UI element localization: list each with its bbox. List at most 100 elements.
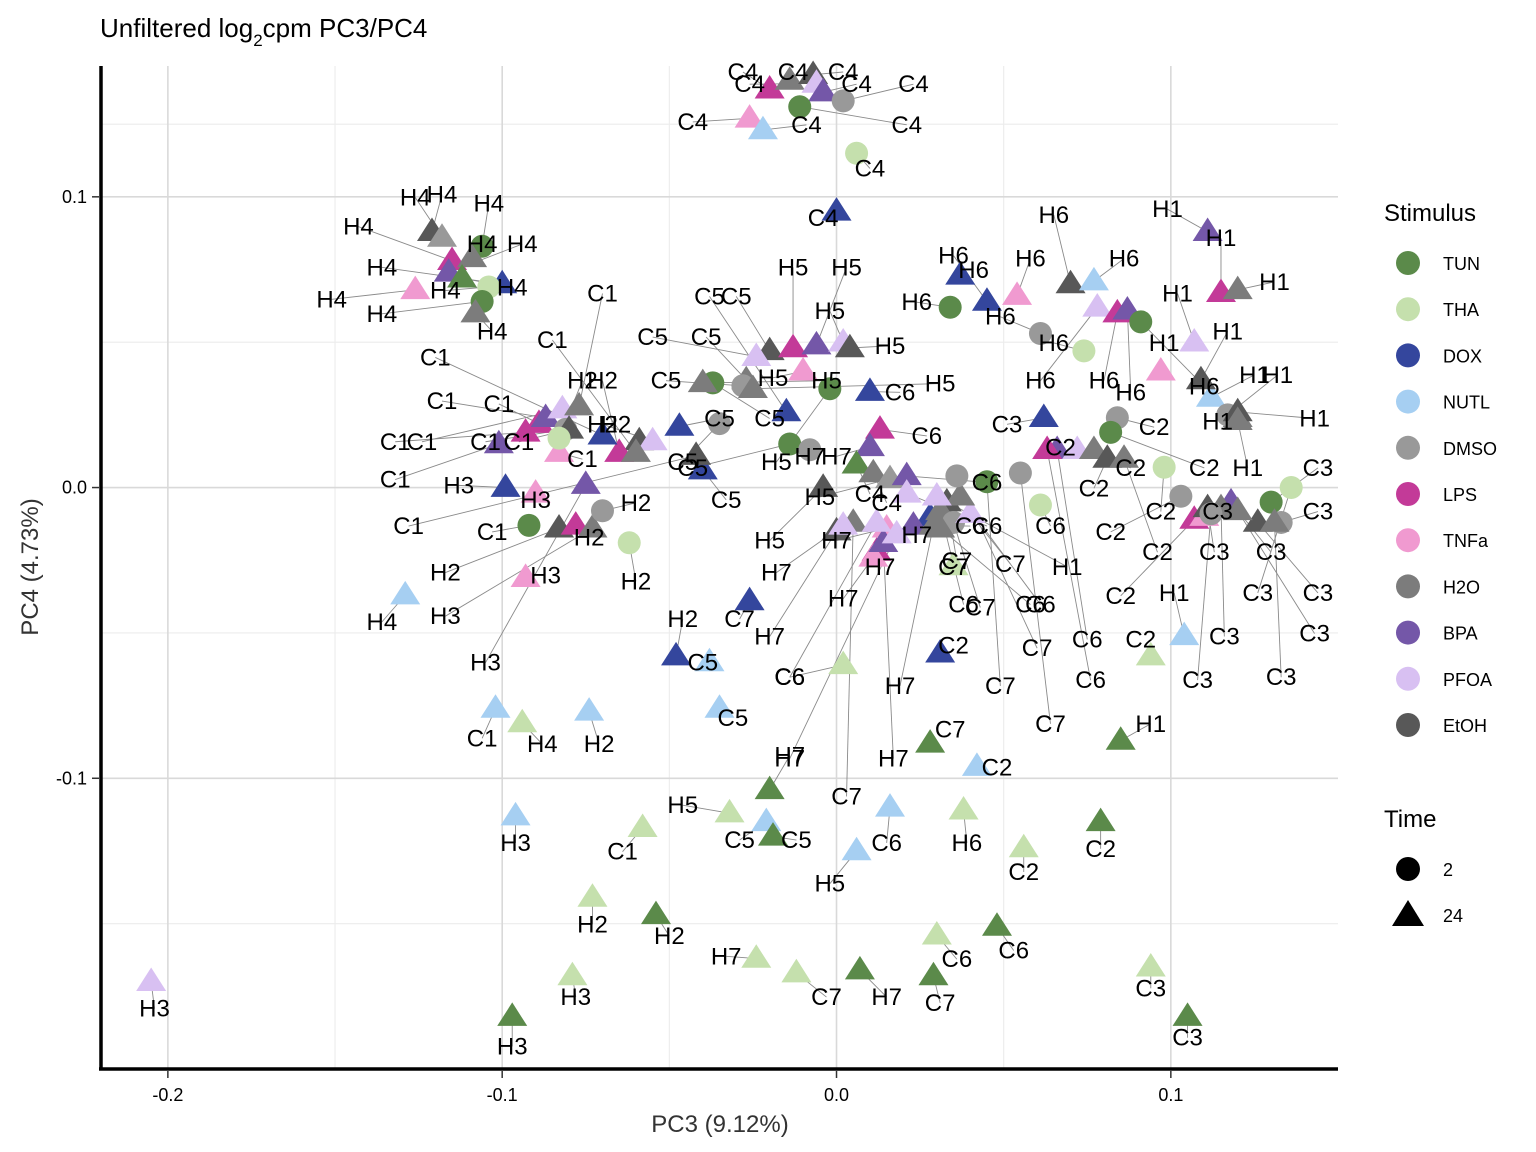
point-label: C5 — [721, 283, 752, 310]
data-point-triangle — [714, 798, 745, 823]
point-label: H4 — [366, 254, 397, 281]
legend-swatch-bpa — [1396, 620, 1420, 645]
data-point-triangle — [841, 836, 872, 861]
label-leader-line — [1123, 458, 1158, 553]
point-label: H4 — [316, 286, 347, 313]
point-label: C1 — [427, 388, 458, 415]
point-label: H5 — [667, 792, 698, 819]
point-label: H3 — [470, 650, 501, 677]
label-leader-line — [939, 527, 1031, 605]
data-point-circle — [517, 513, 541, 537]
data-point-triangle — [915, 729, 946, 753]
point-label: H4 — [400, 185, 431, 212]
point-label: H1 — [1202, 408, 1233, 435]
point-label: H3 — [500, 830, 531, 857]
label-leader-line — [752, 383, 941, 390]
point-label: C5 — [677, 455, 708, 482]
point-label: C5 — [724, 827, 755, 854]
label-leader-line — [1053, 214, 1071, 285]
label-leader-line — [1257, 487, 1292, 594]
data-point-triangle — [497, 1002, 528, 1026]
point-label: C4 — [841, 71, 872, 98]
point-label: C3 — [1303, 580, 1334, 607]
data-point-circle — [1152, 455, 1176, 479]
point-label: H2 — [567, 368, 598, 395]
label-leader-line — [1257, 522, 1319, 594]
point-label: C7 — [925, 990, 956, 1017]
x-tick-label: -0.1 — [487, 1085, 518, 1105]
point-label: C6 — [774, 664, 805, 691]
data-point-triangle — [828, 650, 859, 675]
point-label: C3 — [1209, 624, 1240, 651]
point-label: C7 — [811, 984, 842, 1011]
point-label: C5 — [754, 405, 785, 432]
point-label: C4 — [898, 71, 929, 98]
data-point-triangle — [687, 455, 718, 480]
data-point-triangle — [687, 368, 718, 393]
point-label: H3 — [497, 1033, 528, 1060]
data-point-triangle — [620, 438, 651, 462]
point-label: C7 — [938, 554, 969, 581]
point-label: H1 — [1135, 711, 1166, 738]
point-label: H4 — [467, 231, 498, 258]
data-point-triangle — [891, 461, 922, 486]
data-point-triangle — [1085, 807, 1116, 832]
data-point-triangle — [1078, 266, 1109, 291]
point-label: H5 — [758, 365, 789, 392]
data-point-triangle — [921, 921, 952, 945]
point-label: C3 — [1299, 621, 1330, 648]
point-label: C5 — [667, 449, 698, 476]
point-label: H5 — [778, 254, 809, 281]
point-label: H3 — [560, 984, 591, 1011]
legend-swatch-dox — [1396, 343, 1420, 368]
data-point-triangle — [1109, 444, 1140, 468]
point-label: C5 — [704, 405, 735, 432]
y-axis-ticks: -0.1 0.0 0.1 — [56, 187, 99, 788]
data-point-triangle — [781, 958, 812, 983]
point-label: C4 — [855, 155, 886, 182]
data-point-triangle — [861, 508, 892, 532]
data-points — [136, 60, 1303, 1026]
y-tick-label: -0.1 — [56, 768, 87, 788]
point-label: C6 — [885, 379, 916, 406]
label-leader-line — [1274, 522, 1282, 678]
point-label: H5 — [831, 254, 862, 281]
data-point-triangle — [1195, 383, 1226, 407]
point-label: H1 — [1206, 225, 1237, 252]
data-point-circle — [617, 531, 641, 555]
point-label: C2 — [1139, 414, 1170, 441]
data-point-triangle — [510, 563, 541, 587]
data-point-circle — [708, 412, 731, 436]
point-label: C1 — [537, 327, 568, 354]
point-label: C6 — [942, 946, 973, 973]
point-label: H6 — [901, 289, 932, 316]
data-point-circle — [945, 464, 969, 488]
legend-swatch-tnfa — [1396, 528, 1420, 553]
label-leader-line — [578, 293, 603, 407]
point-label: C3 — [1172, 1025, 1203, 1052]
point-label: C1 — [420, 344, 451, 371]
point-label: H7 — [821, 528, 852, 555]
data-point-triangle — [483, 429, 514, 454]
label-leader-line — [882, 542, 894, 759]
x-tick-label: -0.2 — [152, 1085, 183, 1105]
point-label: C3 — [1182, 667, 1213, 694]
point-label: C1 — [587, 280, 618, 307]
label-leader-line — [1220, 507, 1225, 637]
point-label: H5 — [875, 333, 906, 360]
data-point-triangle — [734, 104, 765, 128]
data-point-triangle — [808, 77, 839, 102]
x-axis-label: PC3 (9.12%) — [651, 1111, 788, 1138]
label-leader-line — [652, 336, 757, 358]
data-point-triangle — [587, 420, 618, 445]
data-point-triangle — [694, 647, 725, 672]
label-leader-line — [789, 522, 878, 678]
label-leader-line — [799, 106, 907, 126]
data-point-triangle — [741, 944, 772, 968]
point-label: C6 — [1015, 592, 1046, 619]
point-label: C5 — [691, 324, 722, 351]
data-point-triangle — [1169, 621, 1200, 646]
point-label: H6 — [1025, 368, 1056, 395]
point-label: C2 — [1142, 539, 1173, 566]
legend-label-pfoa: PFOA — [1443, 670, 1492, 690]
